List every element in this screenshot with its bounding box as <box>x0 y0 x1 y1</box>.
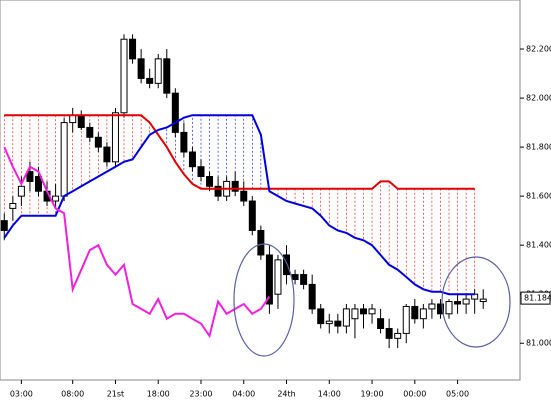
price-box <box>520 291 551 305</box>
candle-body <box>402 305 410 334</box>
indicator-line <box>3 146 271 339</box>
candle-body <box>60 122 68 197</box>
candle-body <box>94 136 102 148</box>
candle-body <box>368 308 376 315</box>
x-tick-label: 14:00 <box>318 390 341 399</box>
candle-body <box>69 114 77 124</box>
candle-body <box>283 254 291 276</box>
candle-body <box>171 92 179 133</box>
candle-body <box>26 171 34 182</box>
candle-body <box>248 200 256 231</box>
candle-body <box>428 303 436 310</box>
candle-body <box>34 176 42 192</box>
y-tick-label: 81.400 <box>526 241 551 250</box>
candle-body <box>52 195 60 202</box>
candle-body <box>257 229 265 256</box>
candle-body <box>419 308 427 320</box>
candle-body <box>377 318 385 330</box>
candle-body <box>163 58 171 94</box>
candle-body <box>240 190 248 202</box>
indicator-line <box>3 114 475 296</box>
candle-body <box>188 151 196 168</box>
candle-body <box>154 58 162 84</box>
x-tick-label: 00:00 <box>403 390 426 399</box>
candle-body <box>445 301 453 315</box>
candle-body <box>86 126 94 138</box>
candle-body <box>129 38 137 60</box>
candle-body <box>265 254 273 305</box>
x-tick-label: 24th <box>277 390 295 399</box>
x-tick-label: 18:00 <box>147 390 170 399</box>
candle-body <box>231 180 239 192</box>
candle-body <box>0 220 8 231</box>
plot-area <box>0 0 521 381</box>
x-tick-label: 05:00 <box>446 390 469 399</box>
x-tick-label: 04:00 <box>232 390 255 399</box>
candle-body <box>462 298 470 305</box>
candle-body <box>454 301 462 305</box>
candle-body <box>103 146 111 163</box>
candle-body <box>479 298 487 303</box>
indicator-line <box>4 114 475 190</box>
candle-body <box>317 308 325 325</box>
candle-body <box>334 320 342 327</box>
candle-body <box>325 320 333 325</box>
candle-body <box>111 112 119 163</box>
y-tick-label: 82.000 <box>526 94 551 103</box>
y-tick-label: 81.600 <box>526 192 551 201</box>
candle-body <box>180 131 188 153</box>
highlight-circle <box>441 256 511 348</box>
candle-body <box>385 328 393 339</box>
candle-body <box>342 308 350 327</box>
price-label: 81.184 <box>524 294 551 303</box>
y-tick-label: 82.200 <box>526 45 551 54</box>
x-tick-label: 08:00 <box>61 390 84 399</box>
y-tick-label: 81.800 <box>526 143 551 152</box>
x-tick-label: 19:00 <box>361 390 384 399</box>
candle-body <box>274 259 282 295</box>
candle-body <box>214 185 222 197</box>
candle-body <box>120 38 128 114</box>
highlight-circle <box>233 243 295 357</box>
candle-body <box>17 185 25 197</box>
candle-body <box>9 202 17 209</box>
x-tick-label: 21st <box>107 390 124 399</box>
candle-body <box>291 274 299 280</box>
candle-body <box>77 114 85 128</box>
candle-body <box>411 305 419 320</box>
candle-body <box>206 176 214 187</box>
candle-body <box>351 308 359 320</box>
candle-body <box>300 274 308 285</box>
candle-body <box>308 283 316 310</box>
candle-body <box>137 58 145 79</box>
x-tick-label: 03:00 <box>10 390 33 399</box>
candle-body <box>436 303 444 315</box>
y-tick-label: 81.000 <box>526 339 551 348</box>
candle-body <box>146 77 154 84</box>
x-tick-label: 23:00 <box>189 390 212 399</box>
candle-body <box>394 332 402 339</box>
candle-body <box>359 308 367 315</box>
candle-body <box>197 166 205 178</box>
